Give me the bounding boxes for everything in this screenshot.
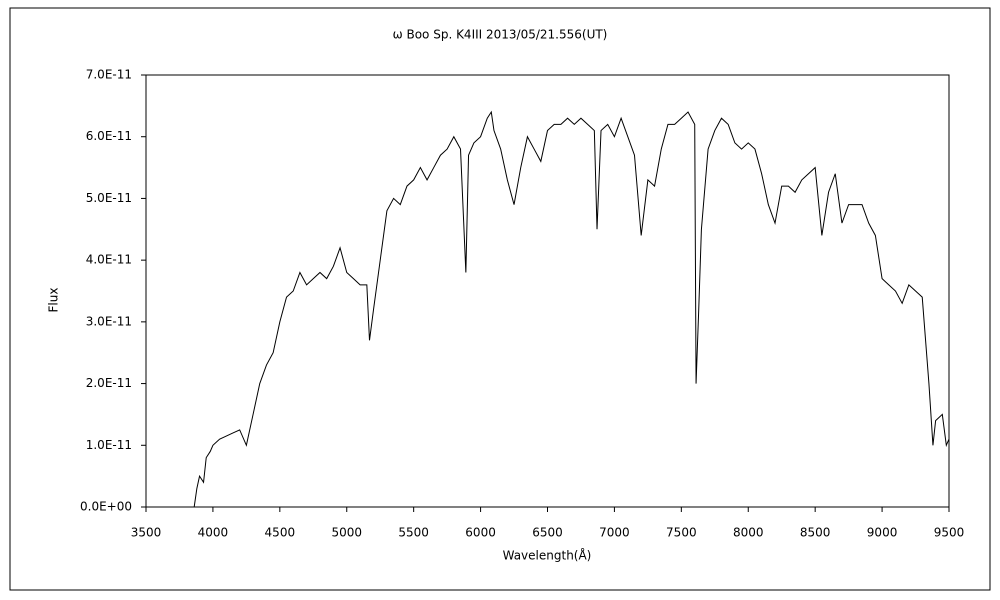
y-tick-label: 4.0E-11 — [86, 253, 132, 267]
x-tick-label: 4000 — [198, 526, 229, 540]
x-tick-label: 8500 — [800, 526, 831, 540]
x-tick-label: 5000 — [331, 526, 362, 540]
x-tick-label: 3500 — [131, 526, 162, 540]
y-tick-label: 5.0E-11 — [86, 191, 132, 205]
plot-frame — [145, 74, 950, 508]
x-tick-label: 8000 — [733, 526, 764, 540]
y-tick-label: 6.0E-11 — [86, 129, 132, 143]
x-tick-label: 6000 — [465, 526, 496, 540]
x-tick-label: 4500 — [265, 526, 296, 540]
x-axis-label: Wavelength(Å) — [503, 548, 592, 563]
y-tick-label: 0.0E+00 — [80, 500, 132, 514]
x-tick-label: 7500 — [666, 526, 697, 540]
x-tick-label: 6500 — [532, 526, 563, 540]
x-tick-label: 9500 — [934, 526, 965, 540]
x-tick-label: 9000 — [867, 526, 898, 540]
y-tick-label: 1.0E-11 — [86, 438, 132, 452]
x-tick-label: 5500 — [398, 526, 429, 540]
spectrum-line — [193, 110, 950, 508]
y-tick-label: 7.0E-11 — [86, 68, 132, 82]
y-axis-label: Flux — [47, 288, 61, 313]
y-tick-label: 2.0E-11 — [86, 376, 132, 390]
y-tick-label: 3.0E-11 — [86, 314, 132, 328]
chart-title: ω Boo Sp. K4III 2013/05/21.556(UT) — [393, 28, 608, 42]
outer-frame — [9, 7, 991, 591]
x-tick-label: 7000 — [599, 526, 630, 540]
